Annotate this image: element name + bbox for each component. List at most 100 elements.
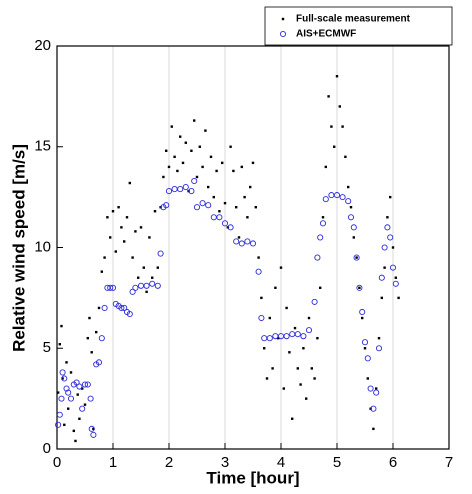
point — [251, 161, 255, 165]
point — [311, 298, 318, 305]
point — [221, 220, 229, 227]
point — [249, 185, 252, 189]
point — [370, 405, 377, 412]
point — [72, 429, 75, 433]
point — [300, 333, 307, 340]
point — [98, 335, 105, 342]
point — [347, 214, 355, 221]
point — [289, 331, 296, 338]
x-tick-label: 3 — [221, 454, 229, 471]
point — [397, 296, 400, 300]
point — [322, 196, 329, 203]
point — [283, 333, 290, 340]
point — [319, 286, 322, 289]
point — [321, 216, 325, 219]
point — [121, 304, 128, 312]
point — [182, 183, 189, 191]
point — [338, 105, 341, 108]
point — [61, 377, 64, 380]
point — [389, 264, 397, 271]
point — [237, 236, 241, 239]
point — [179, 135, 182, 138]
point — [350, 224, 357, 231]
point — [74, 439, 77, 443]
point — [67, 407, 70, 410]
point — [69, 371, 73, 374]
x-tick-label: 5 — [333, 454, 341, 471]
point — [171, 186, 178, 193]
point — [363, 347, 367, 350]
point — [258, 314, 265, 322]
point — [204, 129, 207, 132]
point — [92, 427, 95, 431]
point — [392, 280, 399, 287]
point — [345, 198, 352, 205]
point — [324, 165, 327, 169]
x-tick-label: 2 — [165, 454, 173, 471]
point — [227, 224, 234, 231]
point — [191, 177, 198, 185]
point — [55, 421, 62, 428]
point — [233, 238, 240, 245]
point — [355, 256, 358, 259]
point — [243, 195, 246, 199]
point — [142, 266, 145, 269]
point — [97, 306, 101, 310]
point — [198, 145, 201, 148]
point — [261, 335, 268, 342]
y-axis-label: Relative wind speed [m/s] — [9, 144, 28, 352]
point — [95, 330, 98, 334]
point — [377, 336, 381, 340]
point — [76, 383, 83, 390]
point — [305, 327, 313, 334]
point — [58, 343, 61, 346]
point — [238, 240, 245, 247]
point — [106, 216, 109, 219]
x-axis-label: Time [hour] — [206, 468, 299, 487]
point — [335, 75, 339, 78]
point — [265, 377, 269, 380]
point — [131, 256, 134, 259]
point — [209, 155, 213, 159]
point — [271, 367, 274, 370]
point — [272, 333, 279, 340]
point — [163, 202, 170, 209]
point — [358, 286, 361, 289]
y-tick-label: 20 — [34, 37, 51, 54]
point — [229, 145, 232, 148]
point — [317, 234, 324, 241]
point — [176, 169, 179, 173]
point — [327, 95, 330, 98]
point — [78, 417, 81, 420]
point — [310, 367, 313, 370]
point — [305, 397, 308, 400]
point — [173, 155, 176, 159]
point — [60, 324, 63, 328]
point — [125, 216, 129, 219]
y-tick-label: 5 — [43, 339, 51, 356]
point — [221, 161, 224, 165]
point — [109, 236, 112, 239]
x-tick-label: 7 — [445, 454, 453, 471]
point — [188, 188, 195, 195]
point — [293, 326, 297, 330]
point — [296, 367, 299, 370]
y-tick-label: 15 — [34, 138, 51, 155]
point — [281, 17, 285, 21]
point — [190, 149, 193, 152]
point — [366, 377, 369, 380]
point — [56, 411, 63, 418]
point — [216, 214, 223, 221]
point — [63, 423, 66, 427]
point — [154, 282, 161, 289]
point — [101, 304, 108, 312]
point — [384, 224, 391, 231]
point — [367, 385, 374, 392]
point — [391, 246, 395, 249]
point — [134, 230, 137, 233]
plot-frame — [56, 45, 450, 450]
point — [383, 266, 386, 269]
point — [177, 186, 184, 193]
point — [356, 284, 363, 291]
point — [162, 175, 165, 179]
